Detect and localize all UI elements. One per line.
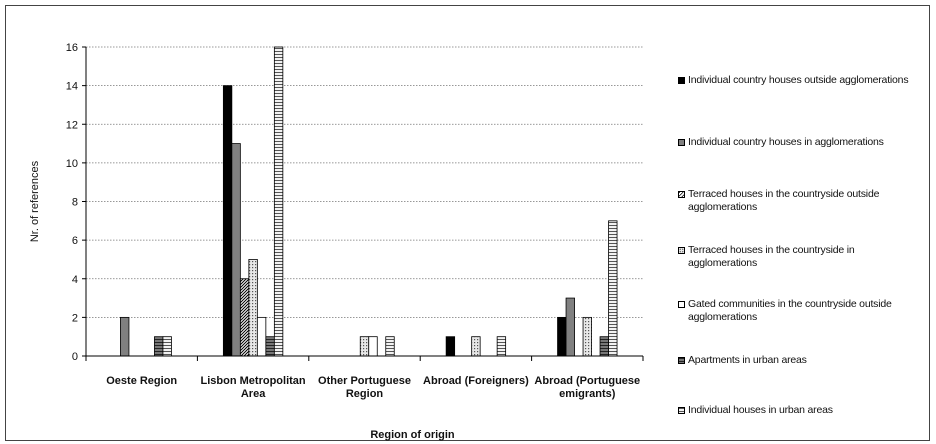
x-tick-label: Area: [241, 388, 266, 400]
bar: [599, 336, 609, 357]
bar: [154, 336, 164, 357]
legend-label-line: Terraced houses in the countryside outsi…: [688, 188, 880, 200]
legend-swatch: [678, 139, 685, 146]
legend-label-line: agglomerations: [688, 311, 757, 323]
y-tick-label: 4: [72, 274, 78, 286]
bar: [557, 316, 567, 357]
x-axis-title: Region of origin: [370, 429, 455, 441]
legend-label-line: Gated communities in the countryside out…: [688, 298, 892, 310]
legend-label-line: Individual country houses outside agglom…: [688, 74, 909, 86]
legend-label-line: Individual houses in urban areas: [688, 404, 833, 416]
legend-swatch: [678, 357, 685, 364]
y-tick-label: 0: [72, 351, 78, 363]
x-tick-label: Abroad (Foreigners): [423, 375, 529, 387]
x-tick-label: Region: [346, 388, 384, 400]
bar: [565, 297, 575, 357]
bar: [239, 278, 250, 357]
y-tick-label: 12: [66, 119, 78, 131]
legend-label: Terraced houses in the countryside outsi…: [688, 188, 936, 214]
y-axis-title: Nr. of references: [29, 160, 41, 242]
bar: [231, 143, 241, 357]
bar: [120, 316, 130, 357]
legend-label: Apartments in urban areas: [688, 354, 936, 367]
legend-swatch: [678, 191, 685, 198]
legend-label: Gated communities in the countryside out…: [688, 298, 936, 324]
bar: [265, 336, 275, 357]
legend-label: Terraced houses in the countryside in agg…: [688, 244, 936, 270]
legend-label-line: Terraced houses in the countryside in: [688, 244, 855, 256]
x-tick-label: emigrants): [559, 388, 616, 400]
axes: [85, 47, 643, 357]
x-tick-label: Lisbon Metropolitan: [201, 375, 306, 387]
bar: [248, 259, 258, 357]
legend-label: Individual country houses in agglomerati…: [688, 136, 936, 149]
legend-label: Individual country houses outside agglom…: [688, 74, 936, 87]
bar: [582, 316, 592, 357]
bar: [273, 46, 284, 357]
x-tick-label: Oeste Region: [106, 375, 177, 387]
bar: [222, 85, 233, 357]
x-tick-label: Abroad (Portuguese: [534, 375, 640, 387]
bar: [471, 336, 481, 357]
legend-swatch: [678, 247, 685, 254]
y-tick-label: 10: [66, 158, 78, 170]
bar: [385, 336, 395, 357]
bar: [256, 316, 267, 357]
bar: [359, 336, 370, 357]
gridlines: [86, 46, 643, 318]
y-tick-label: 14: [66, 81, 78, 93]
y-tick-label: 16: [66, 42, 78, 54]
bar: [162, 336, 172, 357]
y-tick-label: 6: [72, 235, 78, 247]
y-tick-label: 2: [72, 312, 78, 324]
legend-label-line: Individual country houses in agglomerati…: [688, 136, 884, 148]
bar: [445, 336, 456, 357]
x-tick-label: Other Portuguese: [318, 375, 411, 387]
bar: [368, 336, 378, 357]
legend-label-line: agglomerations: [688, 201, 757, 213]
legend-label-line: Apartments in urban areas: [688, 354, 807, 366]
chart-frame: [5, 5, 930, 441]
bar: [496, 336, 507, 357]
legend-label: Individual houses in urban areas: [688, 404, 936, 417]
bar: [608, 220, 618, 357]
legend-swatch: [678, 301, 685, 308]
legend-label-line: agglomerations: [688, 257, 757, 269]
legend-swatch: [678, 407, 685, 414]
y-tick-label: 8: [72, 197, 78, 209]
legend-swatch: [678, 77, 685, 84]
tick-labels: 0 2 4 6 8 10 12 14 16 Oeste Region Lisbon Metropol…: [66, 42, 644, 400]
